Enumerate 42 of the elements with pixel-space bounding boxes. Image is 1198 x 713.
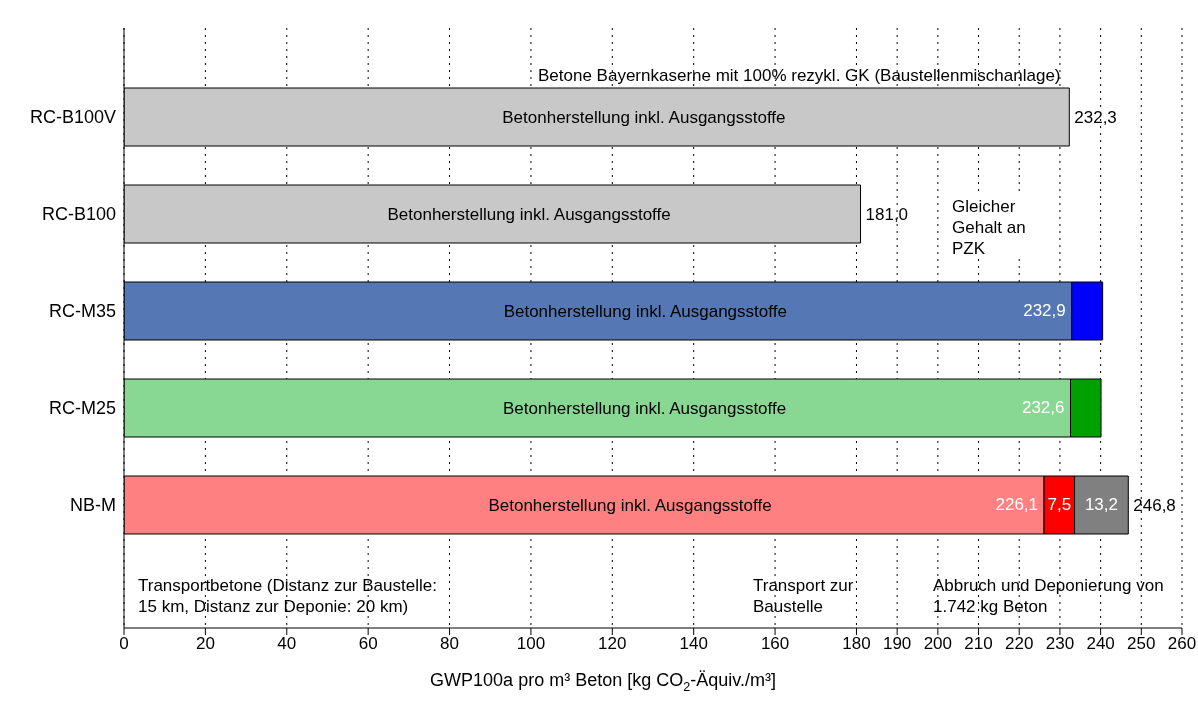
annotation: Transportbetone (Distanz zur Baustelle: 15 km, Distanz zur Deponie: 20 km) bbox=[138, 575, 438, 617]
x-tick-label: 200 bbox=[923, 634, 953, 654]
data-label: 7,5 bbox=[1047, 495, 1072, 515]
x-tick-label: 60 bbox=[358, 634, 378, 654]
annotation: Abbruch und Deponierung von 1.742 kg Beton bbox=[933, 575, 1165, 617]
data-label: 13,2 bbox=[1084, 495, 1118, 515]
x-tick-label: 100 bbox=[516, 634, 546, 654]
x-tick-label: 240 bbox=[1086, 634, 1115, 654]
annotation: Betone Bayernkaserne mit 100% rezykl. GK (Baustellenmischanlage) bbox=[538, 65, 1062, 86]
x-tick-label: 20 bbox=[195, 634, 215, 654]
x-tick-label: 190 bbox=[882, 634, 912, 654]
x-tick-label: 250 bbox=[1127, 634, 1156, 654]
x-tick-label: 210 bbox=[964, 634, 993, 654]
x-tick-label: 180 bbox=[842, 634, 871, 654]
x-tick-label: 0 bbox=[119, 634, 129, 654]
x-tick-label: 140 bbox=[679, 634, 708, 654]
data-label: 232,6 bbox=[1021, 398, 1065, 418]
x-tick-label: 260 bbox=[1167, 634, 1197, 654]
x-tick-label: 220 bbox=[1005, 634, 1034, 654]
y-tick-label: RC-B100 bbox=[41, 203, 116, 224]
x-tick-label: 160 bbox=[760, 634, 790, 654]
y-tick-label: RC-M25 bbox=[48, 397, 116, 418]
total-label: 232,3 bbox=[1074, 107, 1117, 127]
y-tick-label: RC-M35 bbox=[48, 300, 116, 321]
y-tick-label: NB-M bbox=[70, 494, 116, 515]
x-tick-label: 40 bbox=[277, 634, 297, 654]
y-tick-label: RC-B100V bbox=[29, 106, 116, 127]
x-tick-label: 120 bbox=[598, 634, 627, 654]
annotation: Betonherstellung inkl. Ausgangsstoffe bbox=[488, 495, 772, 515]
annotation: Transport zur Baustelle bbox=[753, 575, 855, 617]
data-label: 232,9 bbox=[1023, 301, 1066, 321]
x-tick-label: 80 bbox=[440, 634, 459, 654]
data-label: 226,1 bbox=[995, 495, 1039, 515]
annotation: Gleicher Gehalt an PZK bbox=[952, 196, 1052, 259]
total-label: 181,0 bbox=[865, 204, 909, 224]
annotation: Betonherstellung inkl. Ausgangsstoffe bbox=[502, 107, 786, 127]
total-label: 246,8 bbox=[1133, 495, 1176, 515]
x-tick-label: 230 bbox=[1045, 634, 1075, 654]
annotation: Betonherstellung inkl. Ausgangsstoffe bbox=[503, 301, 787, 321]
annotation: Betonherstellung inkl. Ausgangsstoffe bbox=[502, 398, 787, 418]
annotation: Betonherstellung inkl. Ausgangsstoffe bbox=[387, 204, 671, 224]
x-axis-title: GWP100a pro m³ Beton [kg CO$_{2}$-Äquiv./m³] bbox=[430, 670, 776, 694]
